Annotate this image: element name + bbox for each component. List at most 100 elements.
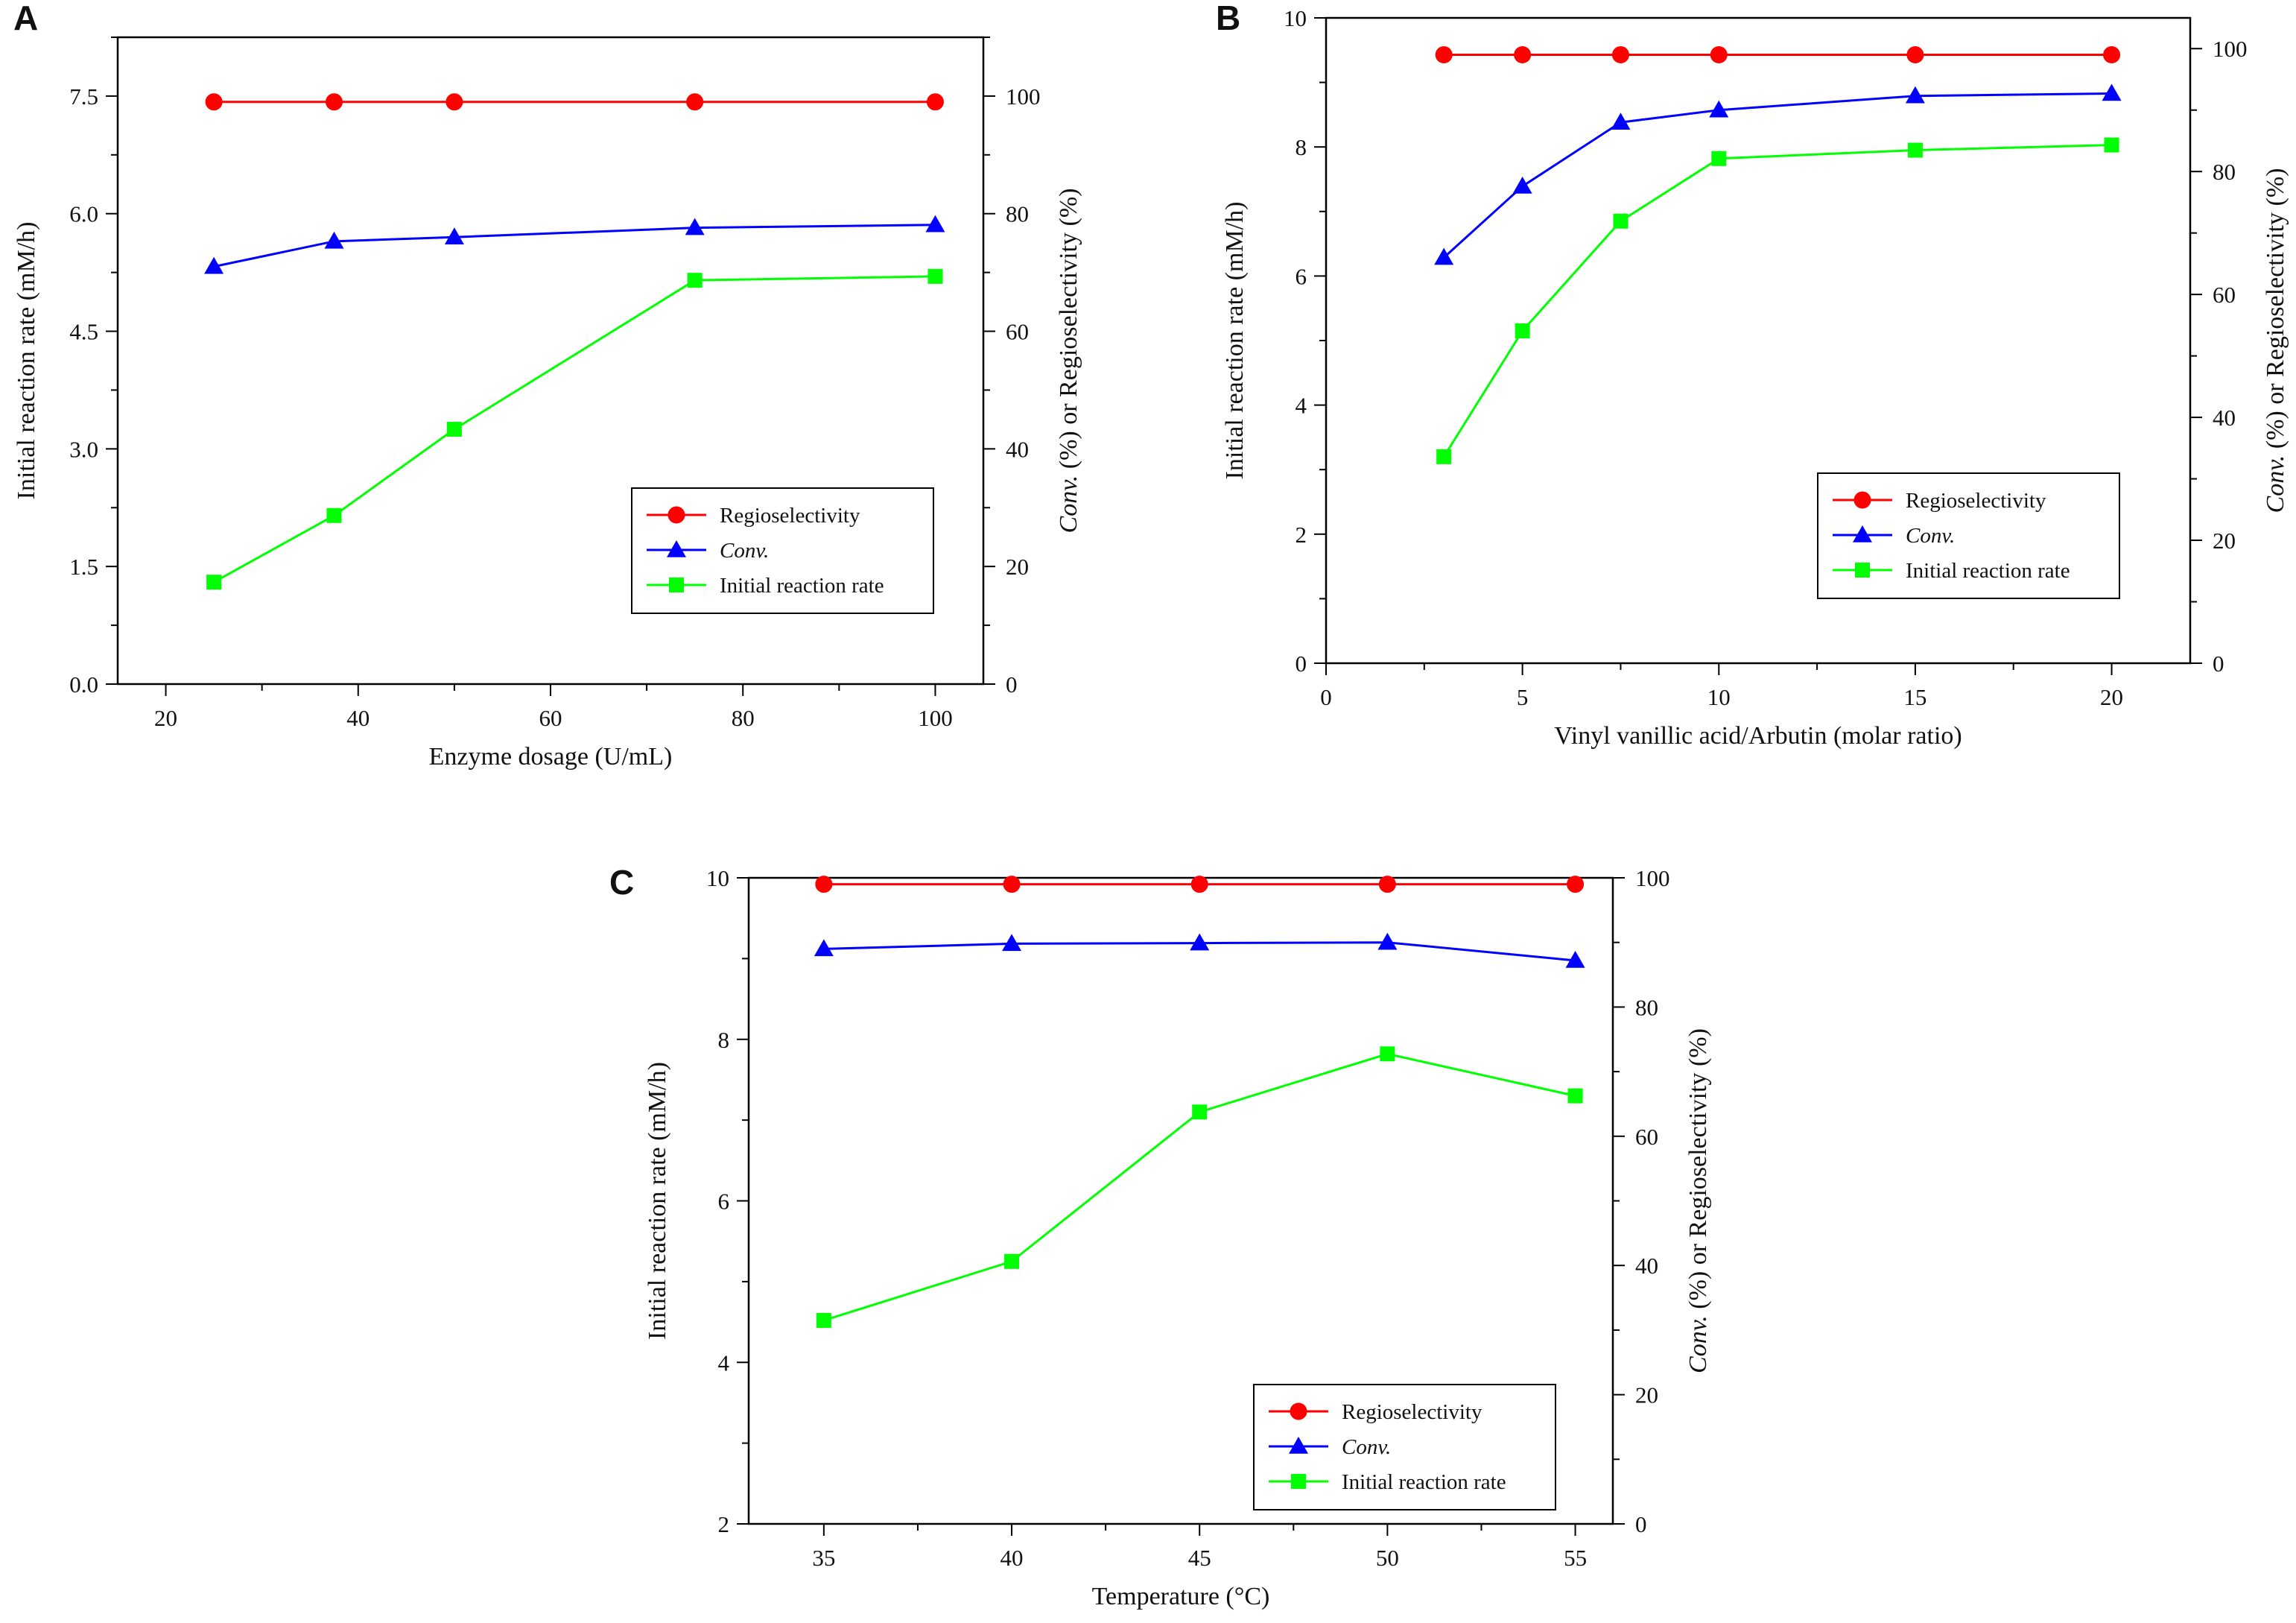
legend-label: Conv. xyxy=(1342,1435,1391,1459)
y2-axis-label: Conv. (%) or Regioselectivity (%) xyxy=(1684,1028,1712,1373)
series-conv xyxy=(1434,83,2122,265)
data-point xyxy=(1436,449,1452,464)
y2-tick-label: 100 xyxy=(1006,83,1041,110)
data-point xyxy=(816,1312,831,1328)
x-tick-label: 45 xyxy=(1188,1545,1211,1571)
data-point xyxy=(324,231,344,249)
data-point xyxy=(445,93,463,111)
y-tick-label: 1.5 xyxy=(69,554,98,580)
legend-marker xyxy=(1855,563,1870,578)
x-tick-label: 80 xyxy=(732,705,755,731)
y-axis-label: Initial reaction rate (mM/h) xyxy=(13,222,40,500)
data-point xyxy=(1512,176,1532,194)
x-axis-label: Temperature (°C) xyxy=(1092,1583,1270,1610)
data-point xyxy=(1435,45,1453,63)
y-tick-label: 6 xyxy=(1296,263,1307,289)
data-point xyxy=(206,575,222,590)
legend-label: Regioselectivity xyxy=(1906,489,2046,513)
y-tick-label: 2 xyxy=(1296,522,1307,548)
y-tick-label: 4.5 xyxy=(69,319,98,345)
legend-marker xyxy=(1289,1437,1308,1454)
y2-tick-label: 80 xyxy=(1635,994,1658,1020)
y2-tick-label: 20 xyxy=(2213,528,2236,554)
y2-axis-label-rest: (%) or Regioselectivity (%) xyxy=(1684,1028,1712,1315)
data-point xyxy=(1567,1088,1583,1104)
legend-marker xyxy=(669,578,684,592)
series-initial-reaction-rate xyxy=(816,1046,1583,1328)
y-axis-label: Initial reaction rate (mM/h) xyxy=(644,1062,671,1340)
y2-tick-label: 0 xyxy=(1635,1511,1647,1537)
legend: Regioselectivity Conv. Initial reaction ra… xyxy=(1253,1384,1556,1510)
data-point xyxy=(1905,86,1925,104)
y2-tick-label: 40 xyxy=(2213,405,2236,431)
y-tick-label: 0.0 xyxy=(69,671,98,697)
y2-tick-label: 60 xyxy=(2213,282,2236,308)
y2-tick-label: 60 xyxy=(1006,319,1029,345)
data-point xyxy=(1002,934,1022,952)
y-tick-label: 4 xyxy=(718,1350,730,1376)
data-point xyxy=(1611,45,1629,63)
y-tick-label: 4 xyxy=(1296,393,1307,419)
y2-tick-label: 80 xyxy=(2213,159,2236,185)
y-axis-label: Initial reaction rate (mM/h) xyxy=(1221,202,1249,480)
data-point xyxy=(685,218,705,235)
y2-axis-label-italic: Conv. xyxy=(2262,455,2289,513)
y-tick-label: 10 xyxy=(1284,5,1307,31)
data-point xyxy=(1711,151,1727,166)
series-line xyxy=(823,1052,1576,1322)
x-tick-label: 35 xyxy=(812,1545,835,1571)
x-axis-label: Vinyl vanillic acid/Arbutin (molar ratio… xyxy=(1554,722,1962,750)
data-point xyxy=(204,256,224,274)
data-point xyxy=(1907,142,1923,158)
x-tick-label: 15 xyxy=(1903,684,1926,710)
data-point xyxy=(926,93,944,111)
data-point xyxy=(1434,247,1454,265)
legend-marker xyxy=(667,506,685,524)
x-axis-label: Enzyme dosage (U/mL) xyxy=(429,743,673,771)
y-tick-label: 8 xyxy=(1296,134,1307,160)
y2-axis-label-italic: Conv. xyxy=(1684,1315,1712,1373)
data-point xyxy=(814,939,834,957)
x-tick-label: 40 xyxy=(346,705,370,731)
series-line xyxy=(1442,144,2112,458)
y2-tick-label: 80 xyxy=(1006,201,1029,227)
legend-marker xyxy=(1291,1474,1306,1489)
series-regioselectivity xyxy=(815,876,1585,893)
series-regioselectivity xyxy=(1435,45,2121,63)
panel-letter: B xyxy=(1216,0,1240,37)
data-point xyxy=(1514,45,1532,63)
legend: Regioselectivity Conv. Initial reaction ra… xyxy=(631,487,934,614)
y-tick-label: 6.0 xyxy=(69,201,98,227)
data-point xyxy=(1192,1104,1208,1120)
data-point xyxy=(326,507,342,523)
data-point xyxy=(444,227,464,245)
y2-tick-label: 0 xyxy=(2213,651,2224,677)
y-tick-label: 8 xyxy=(718,1027,730,1053)
data-point xyxy=(1378,876,1396,893)
y2-axis-label: Conv. (%) or Regioselectivity (%) xyxy=(1055,189,1082,534)
y-tick-label: 6 xyxy=(718,1189,730,1215)
data-point xyxy=(927,268,943,284)
data-point xyxy=(815,876,833,893)
y2-tick-label: 60 xyxy=(1635,1124,1658,1150)
y2-tick-label: 0 xyxy=(1006,671,1018,697)
series-initial-reaction-rate xyxy=(1436,137,2119,464)
y-tick-label: 2 xyxy=(718,1511,730,1537)
legend-marker xyxy=(1290,1402,1307,1420)
x-tick-label: 60 xyxy=(539,705,562,731)
data-point xyxy=(205,93,223,111)
legend-label: Conv. xyxy=(1906,524,1955,548)
series-conv xyxy=(814,932,1585,968)
data-point xyxy=(687,273,703,288)
series-conv xyxy=(204,215,945,274)
data-point xyxy=(1709,100,1729,118)
data-point xyxy=(1567,876,1585,893)
data-point xyxy=(1906,45,1924,63)
legend-marker xyxy=(1853,525,1872,542)
data-point xyxy=(1565,950,1585,968)
y-tick-label: 0 xyxy=(1296,651,1307,677)
y2-axis-label: Conv. (%) or Regioselectivity (%) xyxy=(2262,168,2289,513)
y2-tick-label: 20 xyxy=(1006,554,1029,580)
data-point xyxy=(1004,1253,1020,1269)
